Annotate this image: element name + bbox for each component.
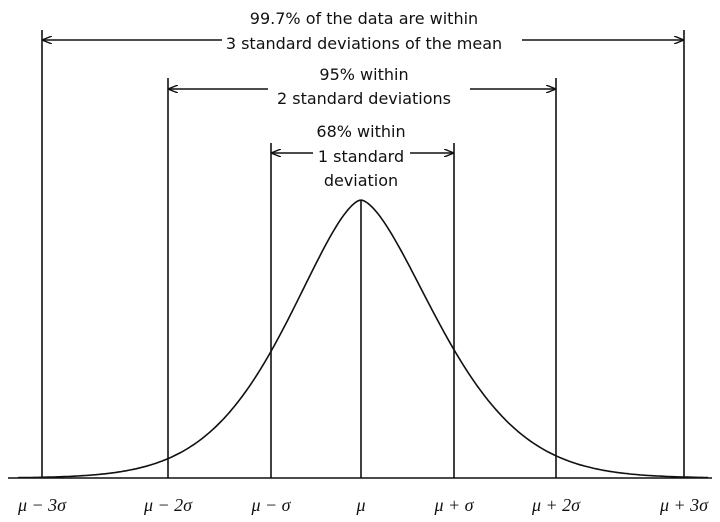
axis-label: μ − 3σ <box>17 495 67 515</box>
bell-curve <box>17 199 708 479</box>
annotation: 95% within <box>319 65 408 84</box>
annotation: 2 standard deviations <box>277 89 451 108</box>
axis-label: μ + σ <box>433 495 474 515</box>
axis-label: μ − 2σ <box>143 495 193 515</box>
annotation: 3 standard deviations of the mean <box>226 34 502 53</box>
annotation: 99.7% of the data are within <box>250 9 478 28</box>
annotation: deviation <box>324 171 398 190</box>
annotation: 1 standard <box>318 147 404 166</box>
axis-label: μ + 3σ <box>659 495 709 515</box>
annotation: 68% within <box>316 122 405 141</box>
axis-label: μ + 2σ <box>531 495 581 515</box>
axis-label: μ − σ <box>250 495 291 515</box>
axis-label: μ <box>355 495 365 515</box>
